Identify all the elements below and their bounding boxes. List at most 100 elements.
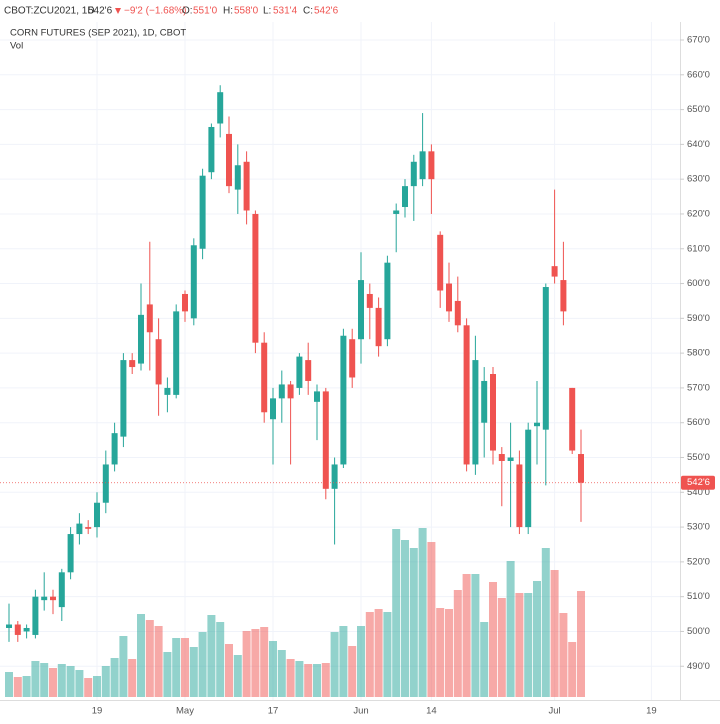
- volume-bar: [339, 626, 348, 697]
- candle-body: [182, 293, 188, 312]
- y-tick-label: 600'0: [687, 278, 710, 289]
- volume-bar: [207, 615, 216, 697]
- y-tick-label: 630'0: [687, 174, 710, 185]
- candle-body: [490, 374, 496, 451]
- volume-bar: [163, 652, 172, 697]
- volume-bar: [225, 644, 233, 697]
- volume-bar: [137, 614, 145, 697]
- low: 531'4: [273, 6, 298, 17]
- volume-bar: [489, 582, 497, 697]
- x-tick-label: May: [176, 706, 194, 717]
- candle-body: [102, 464, 109, 503]
- candle-body: [173, 311, 180, 395]
- candle-body: [296, 356, 303, 388]
- volume-bar: [559, 613, 568, 697]
- y-tick-label: 540'0: [687, 487, 710, 498]
- close: 542'6: [314, 6, 339, 17]
- volume-bar: [436, 608, 445, 697]
- candle-body: [393, 210, 400, 214]
- y-tick-label: 570'0: [687, 382, 710, 393]
- y-tick-label: 610'0: [687, 243, 710, 254]
- candle-body: [410, 161, 417, 187]
- candle-body: [14, 624, 21, 635]
- low-label: L:: [263, 6, 271, 17]
- volume-bar: [260, 627, 269, 697]
- candle-body: [50, 596, 56, 601]
- y-tick-label: 520'0: [687, 556, 710, 567]
- volume-bar: [216, 622, 225, 697]
- candle-body: [111, 433, 118, 465]
- volume-bar: [110, 658, 119, 697]
- volume-bar: [313, 664, 321, 697]
- candle-body: [190, 245, 197, 319]
- volume-bar: [550, 570, 559, 697]
- volume-bar: [242, 631, 251, 697]
- down-arrow: [115, 8, 121, 14]
- y-tick-label: 590'0: [687, 313, 710, 324]
- candle-body: [155, 339, 162, 385]
- volume-bar: [577, 591, 585, 697]
- volume-bar: [49, 668, 57, 697]
- volume-bar: [321, 663, 330, 697]
- volume-bar: [524, 593, 533, 697]
- volume-bar: [383, 612, 392, 697]
- candle-body: [472, 360, 479, 465]
- y-tick-label: 580'0: [687, 348, 710, 359]
- volume-bar: [145, 620, 154, 697]
- volume-bar: [515, 593, 524, 697]
- candle-body: [331, 464, 338, 489]
- volume-bar: [154, 626, 163, 697]
- candle-body: [534, 422, 540, 427]
- volume-bar: [93, 676, 101, 697]
- candle-body: [366, 293, 373, 308]
- volume-bar: [40, 663, 49, 697]
- candle-body: [270, 398, 276, 420]
- candle-body: [560, 280, 567, 312]
- y-tick-label: 550'0: [687, 452, 710, 463]
- candle-body: [146, 304, 153, 333]
- candle-body: [463, 325, 470, 465]
- volume-bar: [13, 677, 22, 697]
- last-price-tag: [681, 475, 715, 490]
- open: 551'0: [193, 6, 218, 17]
- candle-body: [138, 314, 144, 364]
- candle-body: [437, 234, 444, 291]
- candle-body: [314, 391, 320, 402]
- candle-body: [375, 307, 382, 347]
- candle-body: [578, 454, 584, 483]
- candle-body: [67, 534, 74, 573]
- volume-bar: [427, 542, 436, 697]
- x-tick-label: 19: [646, 706, 657, 717]
- volume-bar: [189, 647, 198, 697]
- candle-body: [384, 262, 391, 340]
- volume-bar: [480, 622, 489, 697]
- volume-bar: [330, 632, 339, 697]
- volume-bar: [181, 638, 189, 697]
- volume-bar: [57, 664, 66, 697]
- y-tick-label: 670'0: [687, 35, 710, 46]
- candle-body: [129, 360, 136, 368]
- y-tick-label: 530'0: [687, 522, 710, 533]
- change: −9'2 (−1.68%): [124, 6, 187, 17]
- candle-body: [58, 572, 65, 608]
- volume-bar: [286, 659, 295, 697]
- candle-body: [164, 387, 171, 395]
- x-tick-label: Jun: [353, 706, 368, 717]
- volume-bar: [357, 626, 365, 697]
- candle-body: [551, 266, 558, 277]
- y-tick-label: 490'0: [687, 661, 710, 672]
- y-tick-label: 510'0: [687, 591, 710, 602]
- candle-body: [349, 339, 356, 378]
- candle-body: [94, 502, 100, 528]
- chart-title: CORN FUTURES (SEP 2021), 1D, CBOT: [10, 28, 186, 39]
- volume-bar: [374, 609, 383, 697]
- volume-bar: [453, 590, 462, 697]
- x-tick-label: Jul: [549, 706, 561, 717]
- volume-bar: [401, 540, 409, 697]
- volume-bar: [198, 632, 207, 697]
- volume-bar: [418, 528, 427, 697]
- candle-body: [481, 380, 488, 423]
- volume-bar: [541, 548, 550, 697]
- candle-body: [217, 92, 224, 124]
- volume-bar: [251, 629, 260, 697]
